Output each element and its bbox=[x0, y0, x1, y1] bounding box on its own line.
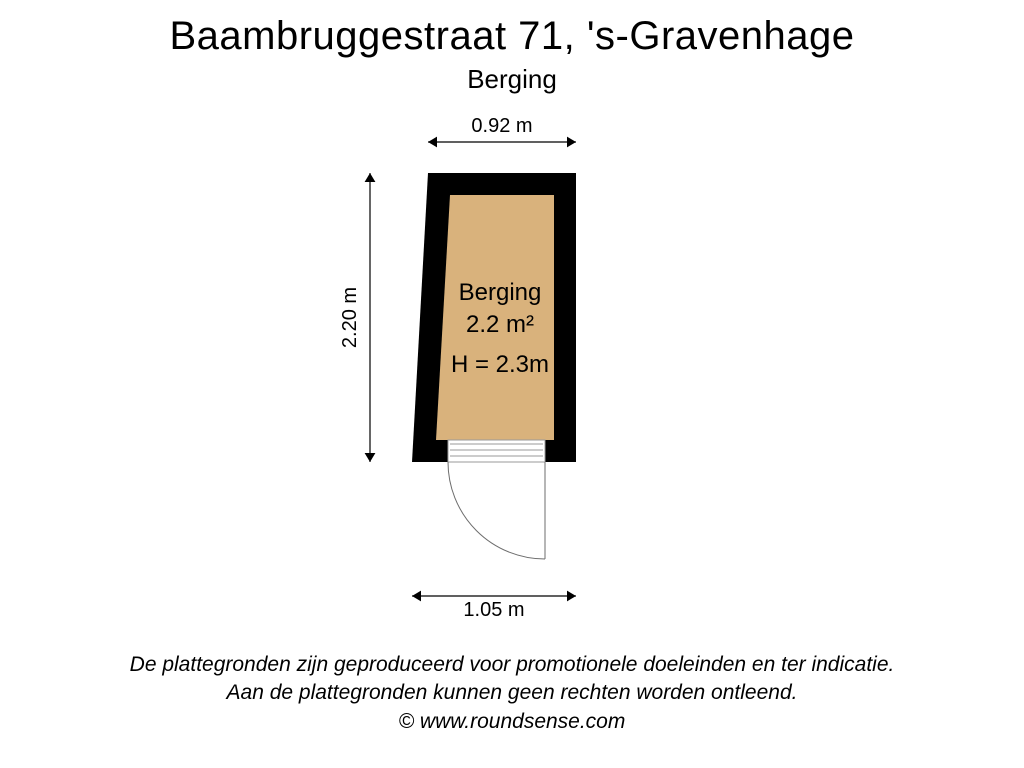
footer-line-2: Aan de plattegronden kunnen geen rechten… bbox=[0, 679, 1024, 707]
dim-left-label: 2.20 m bbox=[339, 287, 361, 348]
dim-arrowhead bbox=[365, 453, 376, 462]
room-name: Berging bbox=[459, 279, 542, 306]
dim-arrowhead bbox=[365, 173, 376, 182]
page: Baambruggestraat 71, 's-Gravenhage Bergi… bbox=[0, 0, 1024, 768]
dim-arrowhead bbox=[412, 591, 421, 602]
dim-arrowhead bbox=[567, 591, 576, 602]
door-opening bbox=[448, 440, 545, 462]
page-subtitle: Berging bbox=[0, 64, 1024, 95]
footer-line-1: De plattegronden zijn geproduceerd voor … bbox=[0, 651, 1024, 679]
footer-line-3: © www.roundsense.com bbox=[0, 708, 1024, 736]
footer: De plattegronden zijn geproduceerd voor … bbox=[0, 651, 1024, 736]
floorplan-svg: Berging 2.2 m² H = 2.3m 0.92 m 2.20 m 1.05 m bbox=[0, 110, 1024, 630]
room-height: H = 2.3m bbox=[451, 351, 549, 378]
page-title: Baambruggestraat 71, 's-Gravenhage bbox=[0, 14, 1024, 59]
dim-bottom-label: 1.05 m bbox=[463, 599, 524, 621]
dim-arrowhead bbox=[428, 137, 437, 148]
door-swing-arc bbox=[448, 462, 545, 559]
floorplan: Berging 2.2 m² H = 2.3m 0.92 m 2.20 m 1.05 m bbox=[0, 110, 1024, 630]
room-area: 2.2 m² bbox=[466, 311, 534, 338]
dim-top-label: 0.92 m bbox=[471, 115, 532, 137]
dim-arrowhead bbox=[567, 137, 576, 148]
